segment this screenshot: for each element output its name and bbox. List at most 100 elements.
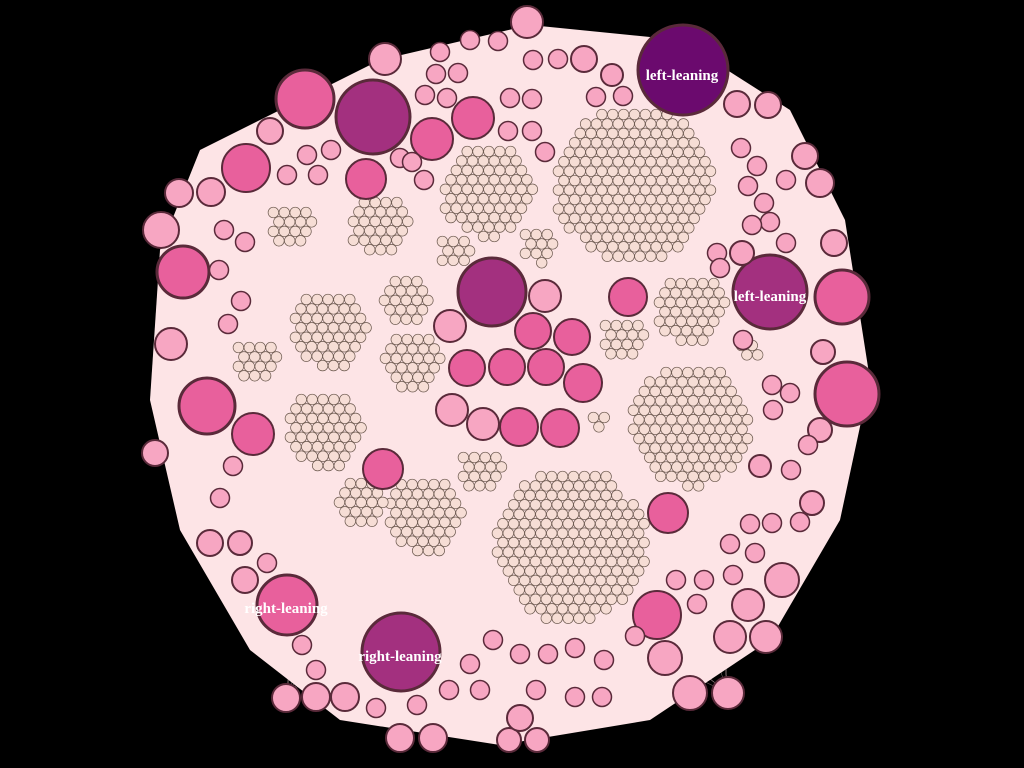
graph-node — [255, 573, 319, 637]
small-node — [664, 277, 676, 290]
small-node — [249, 370, 261, 382]
small-node — [590, 193, 603, 206]
small-node — [379, 352, 392, 365]
small-node — [688, 174, 700, 187]
graph-node — [410, 117, 454, 161]
small-node — [417, 516, 429, 528]
small-node — [390, 507, 402, 519]
small-node — [317, 393, 329, 406]
small-node — [360, 506, 373, 518]
small-node — [656, 174, 668, 187]
small-node — [311, 293, 323, 306]
graph-node — [686, 593, 708, 615]
small-node — [573, 612, 585, 624]
small-node — [563, 222, 575, 234]
graph-node — [231, 566, 259, 594]
small-node — [595, 480, 607, 492]
small-node — [703, 385, 716, 398]
small-node — [714, 404, 727, 416]
small-node — [333, 350, 345, 362]
small-node — [628, 184, 641, 196]
small-node — [638, 423, 650, 435]
small-node — [578, 546, 591, 558]
small-node — [688, 193, 700, 206]
small-node — [488, 193, 500, 205]
small-node — [499, 193, 511, 205]
small-node — [508, 536, 520, 549]
graph-node — [345, 158, 387, 200]
small-node — [529, 480, 542, 492]
small-node — [654, 395, 667, 407]
small-node — [322, 350, 334, 362]
small-node — [660, 423, 672, 435]
small-node — [355, 422, 367, 434]
small-node — [623, 137, 635, 149]
small-node — [510, 193, 522, 205]
small-node — [617, 146, 630, 158]
small-node — [567, 565, 580, 577]
small-node — [680, 287, 693, 299]
small-node — [558, 212, 570, 225]
small-node — [569, 193, 581, 206]
graph-node — [564, 637, 586, 659]
small-node — [358, 234, 370, 246]
small-node — [569, 212, 581, 225]
small-node — [504, 145, 517, 158]
small-node — [627, 404, 640, 416]
small-node — [687, 432, 699, 445]
small-node — [607, 203, 619, 215]
small-node — [687, 470, 699, 483]
graph-node — [256, 552, 278, 574]
small-node — [238, 351, 250, 363]
hub-node — [456, 256, 528, 328]
small-node — [384, 516, 397, 528]
small-node — [616, 536, 629, 549]
graph-node — [514, 312, 552, 350]
small-node — [683, 184, 695, 196]
small-node — [300, 293, 312, 306]
small-node — [628, 165, 641, 177]
small-node — [529, 574, 542, 587]
graph-node — [632, 590, 682, 640]
small-node — [633, 527, 645, 539]
graph-node — [799, 490, 825, 516]
small-node — [713, 306, 725, 318]
graph-node — [406, 694, 428, 716]
small-node — [494, 202, 506, 214]
small-node — [369, 215, 381, 228]
small-node — [680, 325, 693, 337]
small-node — [634, 231, 646, 243]
small-node — [477, 193, 490, 205]
small-node — [508, 518, 520, 530]
small-node — [450, 183, 462, 195]
small-node — [540, 480, 552, 492]
small-node — [422, 488, 435, 500]
small-node — [461, 183, 473, 195]
graph-node — [164, 178, 194, 208]
small-node — [600, 508, 612, 520]
small-node — [374, 244, 387, 256]
small-node — [671, 423, 683, 435]
small-node — [725, 404, 737, 416]
small-node — [682, 423, 694, 435]
small-node — [578, 527, 591, 539]
small-node — [692, 480, 705, 492]
small-node — [444, 488, 456, 500]
graph-node — [296, 144, 318, 166]
small-node — [295, 303, 307, 315]
graph-node — [413, 169, 435, 191]
small-node — [540, 555, 552, 568]
small-node — [665, 432, 678, 445]
small-node — [622, 546, 634, 558]
small-node — [328, 412, 340, 425]
small-node — [540, 612, 552, 624]
small-node — [411, 275, 423, 288]
graph-node — [547, 48, 569, 70]
small-node — [389, 294, 401, 307]
small-node — [656, 231, 668, 243]
small-node — [535, 565, 547, 577]
small-node — [472, 221, 484, 233]
small-node — [551, 536, 563, 549]
small-node — [638, 442, 650, 454]
small-node — [639, 184, 652, 196]
